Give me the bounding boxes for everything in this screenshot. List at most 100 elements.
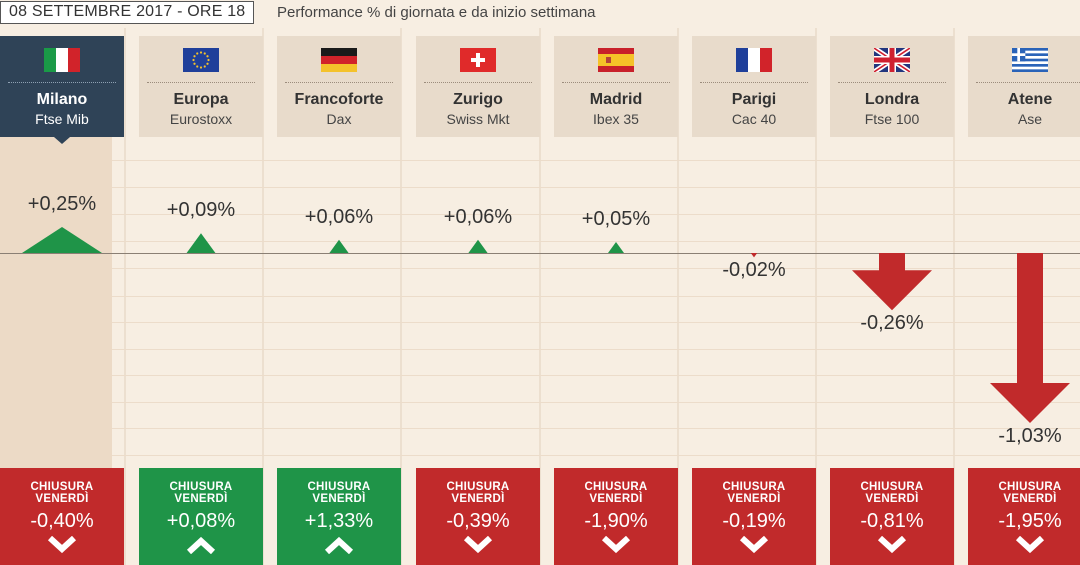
grid-line [0,268,1080,269]
weekly-closing-title-line1: CHIUSURA [307,481,371,493]
daily-up-arrow [22,227,102,253]
weekly-closing-title-line2: VENERDÌ [1003,493,1057,505]
market-card[interactable]: Zurigo Swiss Mkt [416,36,540,137]
card-divider [285,82,393,83]
weekly-closing-title: CHIUSURA VENERDÌ [554,481,678,505]
weekly-closing-title-line1: CHIUSURA [446,481,510,493]
market-card[interactable]: Londra Ftse 100 [830,36,954,137]
daily-value-label: -0,02% [722,259,786,282]
grid-line [0,402,1080,403]
card-divider [838,82,946,83]
weekly-closing-box: CHIUSURA VENERDÌ -0,19% [692,468,816,565]
italy-flag-icon [44,48,80,72]
card-divider [562,82,670,83]
market-name: Francoforte [294,91,384,108]
weekly-closing-title: CHIUSURA VENERDÌ [968,481,1080,505]
market-card[interactable]: Milano Ftse Mib [0,36,124,137]
daily-up-arrow [329,239,349,253]
daily-value-label: +0,06% [304,205,374,228]
daily-down-arrow [990,253,1070,423]
grid-line [0,349,1080,350]
weekly-closing-title-line1: CHIUSURA [169,481,233,493]
grid-line [0,455,1080,456]
daily-up-arrow [608,242,624,253]
germany-flag-icon [321,48,357,72]
grid-line [0,160,1080,161]
market-index-name: Swiss Mkt [446,111,510,127]
daily-value-label: +0,09% [166,199,236,222]
weekly-closing-title-line2: VENERDÌ [589,493,643,505]
weekly-closing-title-line2: VENERDÌ [451,493,505,505]
card-divider [976,82,1080,83]
weekly-closing-box: CHIUSURA VENERDÌ -1,95% [968,468,1080,565]
daily-up-arrow [186,233,216,253]
card-divider [424,82,532,83]
daily-up-arrow [468,239,488,253]
chevron-down-icon [47,536,77,554]
grid-line [0,375,1080,376]
weekly-closing-value: +0,08% [166,510,236,532]
france-flag-icon [736,48,772,72]
card-divider [8,82,116,83]
weekly-closing-title: CHIUSURA VENERDÌ [277,481,401,505]
daily-value-label: +0,05% [581,208,651,230]
weekly-closing-title: CHIUSURA VENERDÌ [692,481,816,505]
weekly-closing-box: CHIUSURA VENERDÌ -0,39% [416,468,540,565]
weekly-closing-title-line1: CHIUSURA [722,481,786,493]
market-name: Zurigo [453,91,503,108]
weekly-closing-title: CHIUSURA VENERDÌ [0,481,124,505]
weekly-closing-title-line2: VENERDÌ [35,493,89,505]
market-index-name: Ibex 35 [593,111,639,127]
weekly-closing-title-line1: CHIUSURA [998,481,1062,493]
daily-arrow-shape [329,239,349,253]
market-card[interactable]: Francoforte Dax [277,36,401,137]
weekly-closing-title: CHIUSURA VENERDÌ [416,481,540,505]
chevron-down-icon [1015,536,1045,554]
weekly-closing-title-line2: VENERDÌ [727,493,781,505]
grid-line [0,428,1080,429]
grid-line [0,241,1080,242]
chevron-up-icon [186,536,216,554]
market-index-name: Ftse Mib [35,111,89,127]
daily-arrow-shape [468,239,488,253]
chevron-down-icon [877,536,907,554]
weekly-closing-value: -1,95% [998,510,1062,532]
weekly-closing-title-line2: VENERDÌ [312,493,366,505]
chevron-down-icon [463,536,493,554]
eu-flag-icon [183,48,219,72]
spain-flag-icon [598,48,634,72]
market-card[interactable]: Parigi Cac 40 [692,36,816,137]
market-card[interactable]: Madrid Ibex 35 [554,36,678,137]
daily-value-label: +0,25% [27,193,97,215]
daily-arrow-shape [852,253,932,311]
market-card[interactable]: Atene Ase [968,36,1080,137]
daily-value-label: +0,06% [443,205,513,228]
grid-line [0,296,1080,297]
daily-value-label: -1,03% [998,425,1062,447]
switzerland-flag-icon [460,48,496,72]
daily-value-label: -0,26% [860,312,924,335]
active-card-pointer [54,137,70,144]
weekly-closing-title: CHIUSURA VENERDÌ [139,481,263,505]
weekly-closing-value: -0,19% [722,510,786,532]
market-card[interactable]: Europa Eurostoxx [139,36,263,137]
grid-line [0,214,1080,215]
weekly-closing-title-line2: VENERDÌ [865,493,919,505]
daily-arrow-shape [22,227,102,253]
chevron-up-icon [324,536,354,554]
weekly-closing-box: CHIUSURA VENERDÌ +0,08% [139,468,263,565]
market-name: Milano [36,91,88,108]
market-index-name: Ase [1017,111,1043,127]
zero-axis-line [0,253,1080,254]
daily-arrow-shape [186,233,216,253]
uk-flag-icon [874,48,910,72]
grid-line [0,187,1080,188]
daily-arrow-shape [608,242,624,253]
daily-arrow-shape [990,253,1070,423]
weekly-closing-box: CHIUSURA VENERDÌ -0,40% [0,468,124,565]
daily-down-arrow [750,253,758,258]
market-index-name: Eurostoxx [169,111,233,127]
market-index-name: Ftse 100 [864,111,920,127]
weekly-closing-title-line1: CHIUSURA [30,481,94,493]
greece-flag-icon [1012,48,1048,72]
